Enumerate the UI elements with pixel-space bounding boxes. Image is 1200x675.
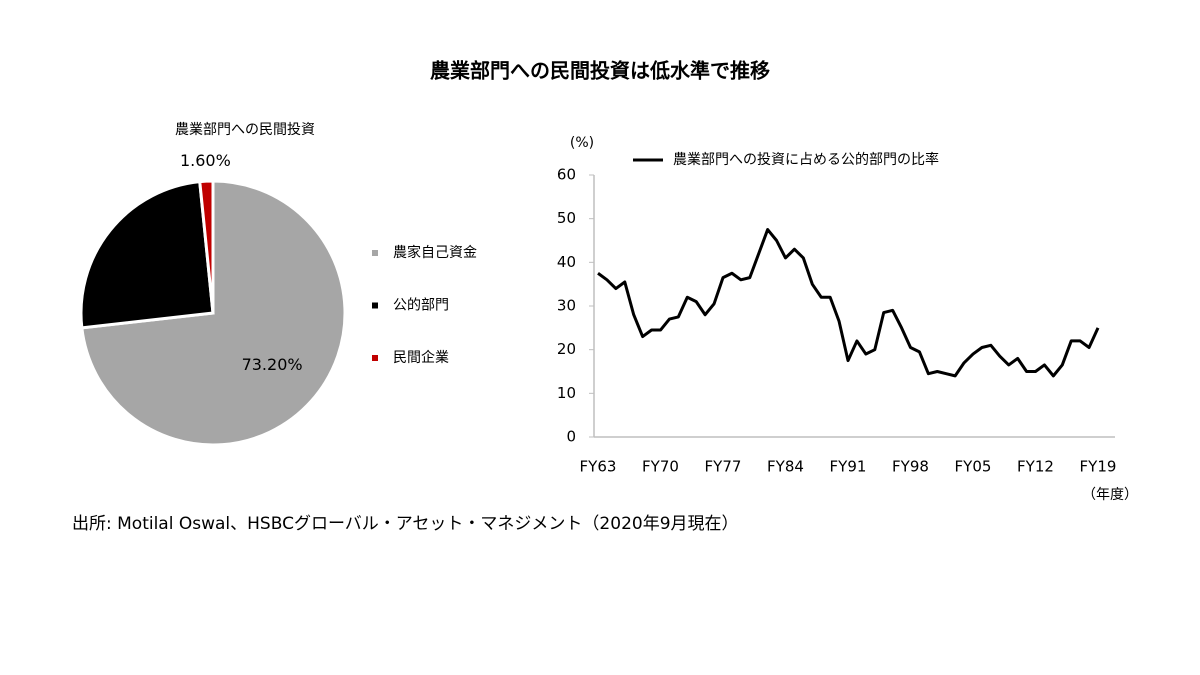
x-tick-label: FY12 xyxy=(1017,458,1054,476)
pie-slice xyxy=(79,180,215,330)
x-tick-label: FY63 xyxy=(580,458,617,476)
x-tick-label: FY05 xyxy=(955,458,992,476)
data-label: 73.20% xyxy=(242,355,303,374)
legend-label: 農業部門への投資に占める公的部門の比率 xyxy=(673,151,939,168)
line-series xyxy=(597,228,1100,378)
legend-label: 公的部門 xyxy=(393,298,449,314)
y-axis-unit: (%) xyxy=(570,135,594,151)
y-tick-label: 60 xyxy=(557,166,576,184)
data-label: 25.20% xyxy=(121,253,182,272)
page-title: 農業部門への民間投資は低水準で推移 xyxy=(430,59,770,83)
y-tick-label: 50 xyxy=(557,209,576,227)
x-tick-label: FY84 xyxy=(767,458,804,476)
legend-marker xyxy=(372,302,378,309)
legend-label: 民間企業 xyxy=(393,349,449,366)
x-tick-label: FY19 xyxy=(1080,458,1117,476)
legend-marker xyxy=(372,355,378,361)
x-tick-label: FY91 xyxy=(830,458,867,476)
pie-slice xyxy=(198,179,215,314)
y-tick-label: 30 xyxy=(557,297,576,315)
legend-label: 農家自己資金 xyxy=(393,244,477,261)
y-tick-label: 0 xyxy=(566,428,576,446)
x-tick-label: FY98 xyxy=(892,458,929,476)
y-tick-label: 40 xyxy=(557,253,576,271)
y-tick-label: 10 xyxy=(557,384,576,402)
x-tick-label: FY77 xyxy=(705,458,742,476)
legend-marker xyxy=(372,250,378,256)
x-tick-label: FY70 xyxy=(642,458,679,476)
x-axis-unit: （年度） xyxy=(1082,487,1138,503)
y-tick-label: 20 xyxy=(557,340,576,358)
pie-title: 農業部門への民間投資 xyxy=(175,122,315,138)
data-label: 1.60% xyxy=(180,151,231,170)
source-note: 出所: Motilal Oswal、HSBCグローバル・アセット・マネジメント（… xyxy=(72,514,739,534)
